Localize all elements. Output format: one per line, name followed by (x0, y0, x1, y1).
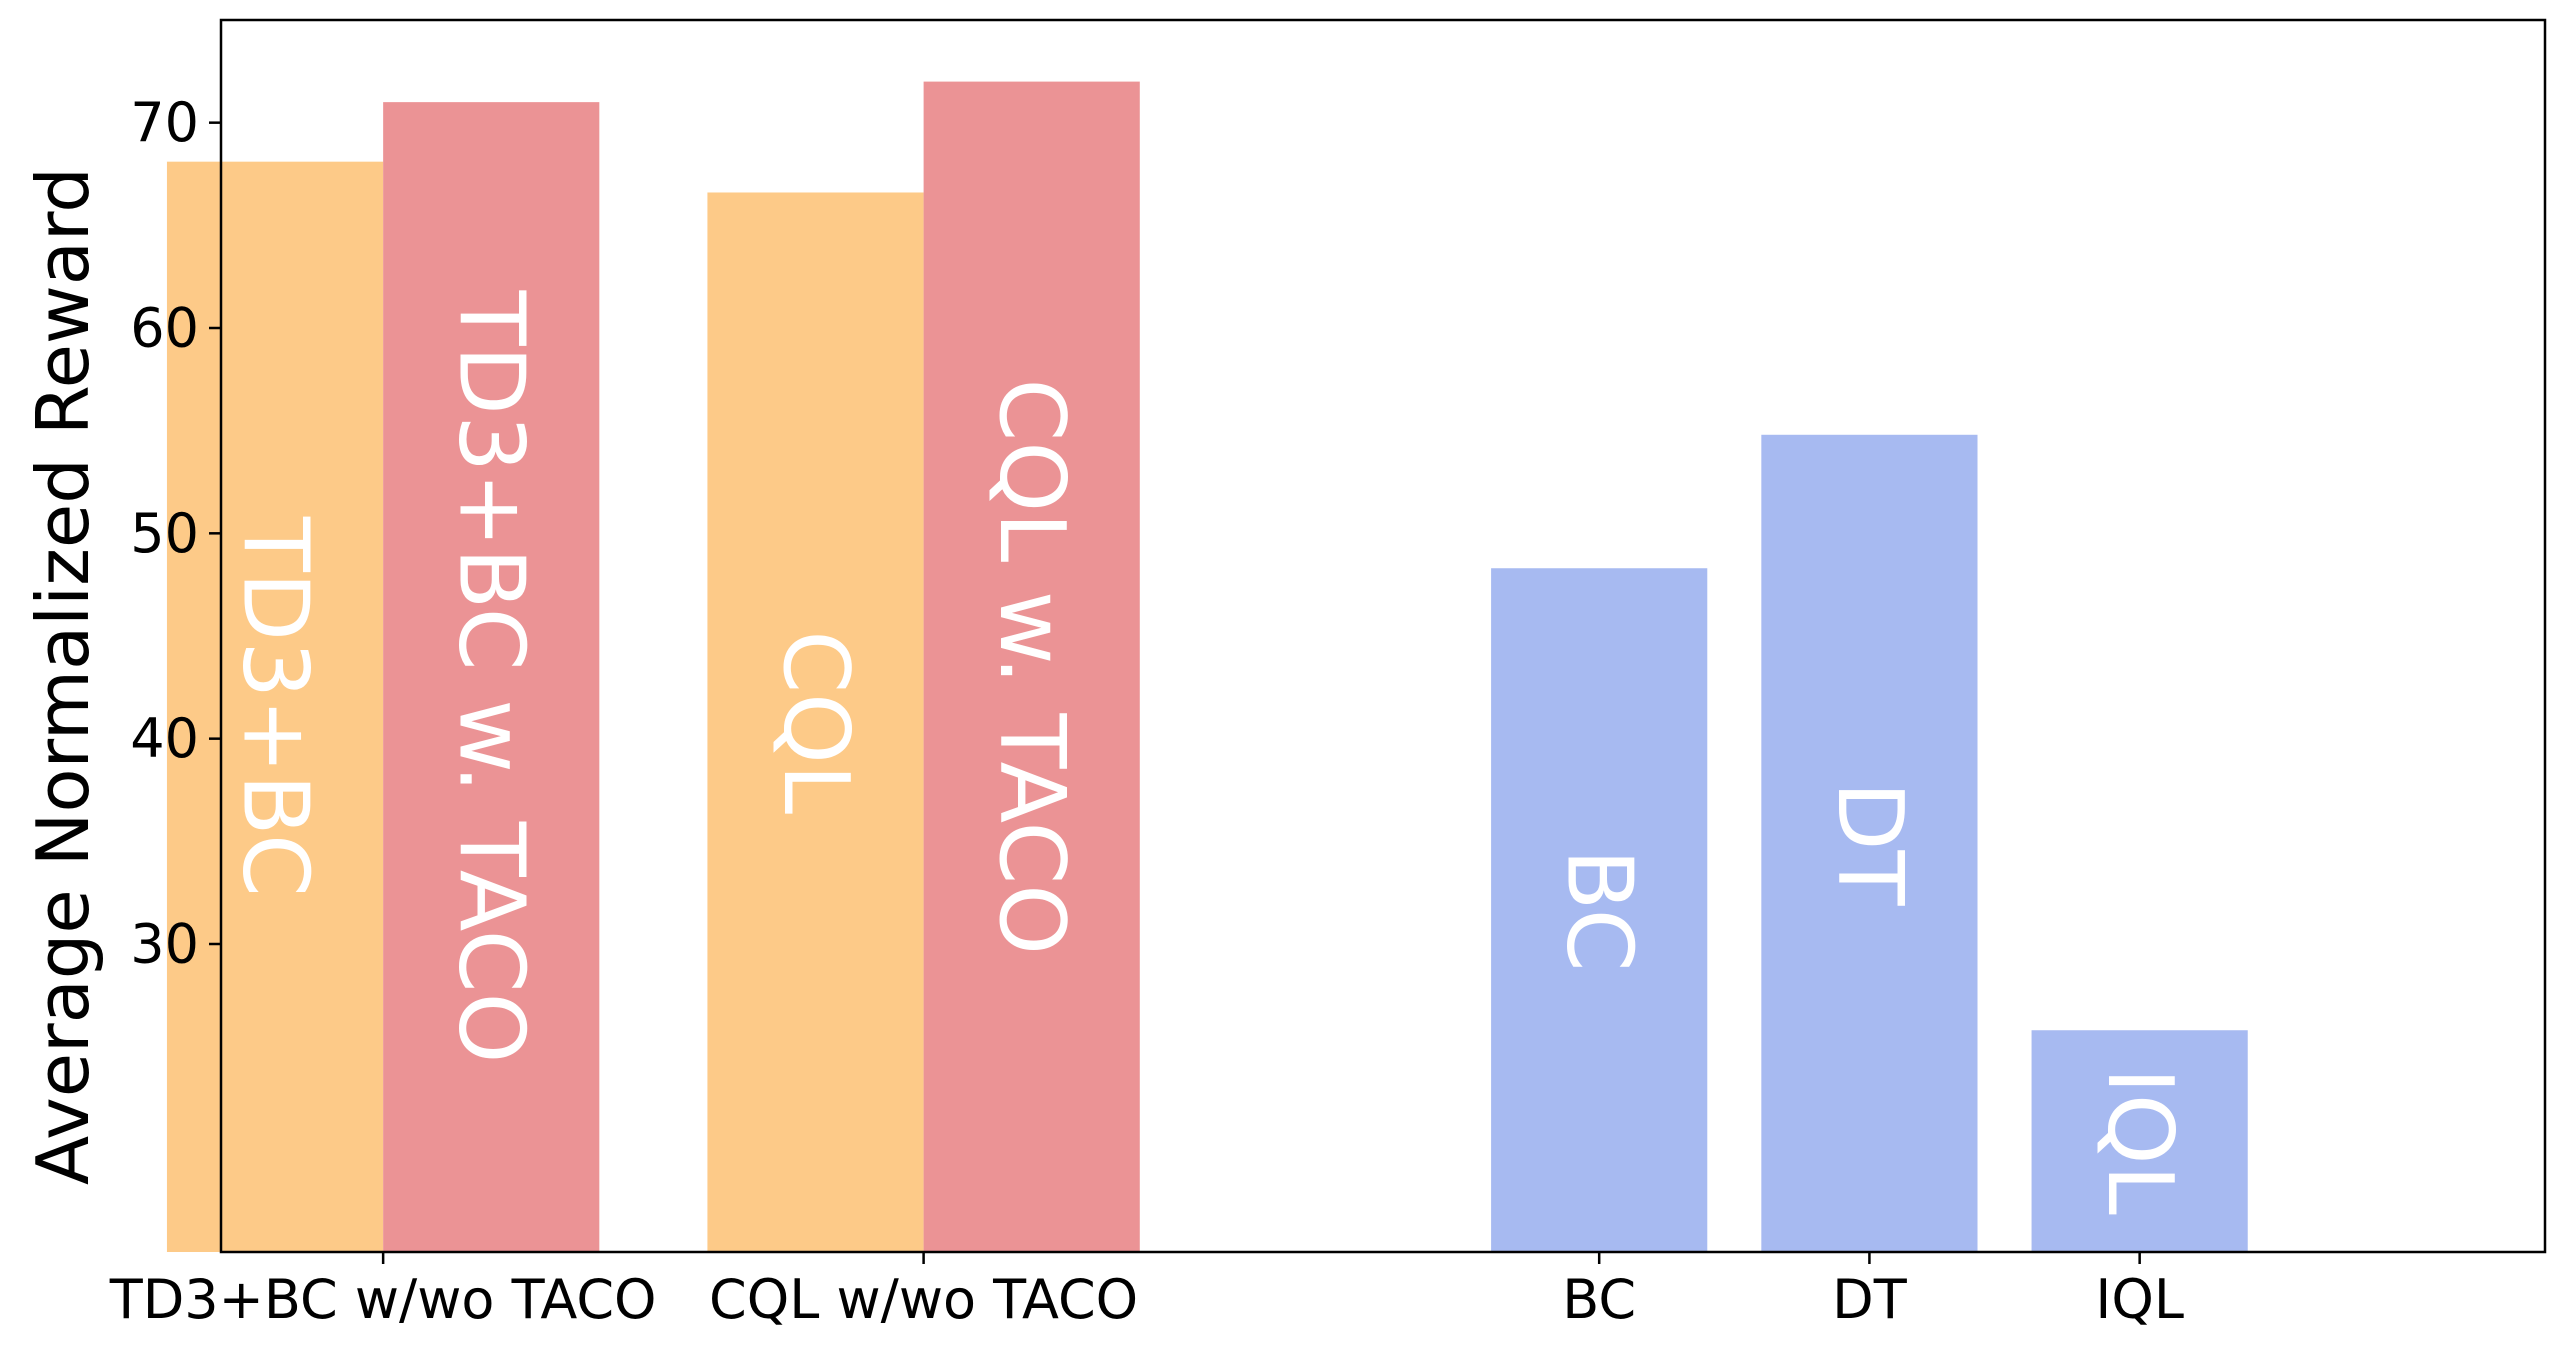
bar-td3-bc (166, 161, 384, 1253)
x-tick-label: BC (1562, 1268, 1636, 1331)
y-axis: 30 40 50 60 70 (130, 91, 221, 976)
bar-label-iql: IQL (2087, 1067, 2192, 1215)
bar-label-td3-bc-w-taco: TD3+BC w. TACO (439, 290, 544, 1064)
bar-label-dt: DT (1817, 781, 1922, 906)
bar-label-cql-w-taco: CQL w. TACO (979, 378, 1084, 955)
x-tick-label: TD3+BC w/wo TACO (109, 1268, 657, 1331)
bar-cql-w-taco (923, 81, 1140, 1253)
x-tick-label: IQL (2095, 1268, 2184, 1331)
x-tick-label: DT (1832, 1268, 1908, 1331)
bar-td3-bc-w-taco (383, 102, 600, 1253)
x-tick-label: CQL w/wo TACO (709, 1268, 1138, 1331)
bar-dt (1761, 434, 1978, 1253)
y-tick-label: 40 (130, 707, 199, 770)
bar-label-bc: BC (1547, 849, 1652, 972)
y-tick-label: 30 (130, 913, 199, 976)
bar-cql (707, 192, 924, 1253)
y-tick-label: 70 (130, 91, 199, 154)
bar-label-td3-bc: TD3+BC (223, 516, 328, 897)
x-axis: TD3+BC w/wo TACO CQL w/wo TACO BC DT IQL (109, 1252, 2184, 1331)
y-axis-label: Average Normalized Reward (21, 167, 105, 1185)
y-tick-label: 50 (130, 502, 199, 565)
y-tick-label: 60 (130, 297, 199, 360)
plot-frame (219, 18, 2547, 1254)
bar-label-cql: CQL (763, 630, 868, 814)
bars-layer (166, 81, 2248, 1253)
bar-iql (2031, 1030, 2248, 1252)
bar-labels-layer: TD3+BC TD3+BC w. TACO CQL CQL w. TACO BC DT IQ… (223, 290, 2193, 1215)
bar-bc (1491, 568, 1708, 1252)
